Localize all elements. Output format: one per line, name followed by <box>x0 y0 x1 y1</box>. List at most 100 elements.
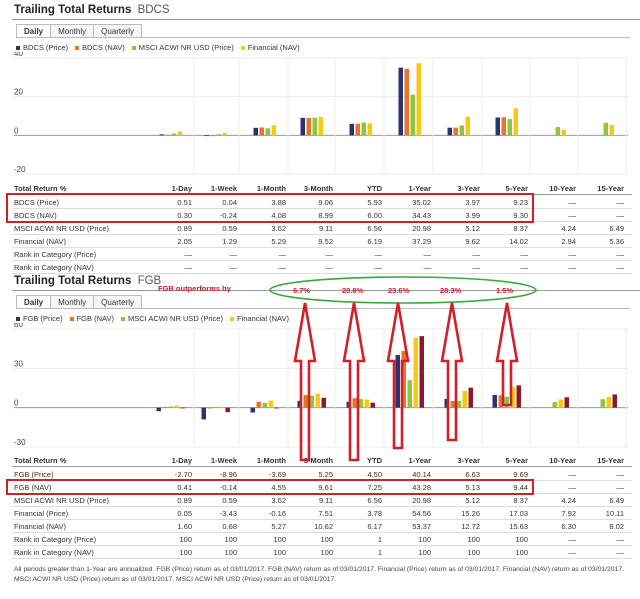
row-label: Rank in Category (NAV) <box>14 263 94 272</box>
bar-msci-acwi-nr-usd-price- <box>213 406 218 408</box>
bar-bdcs-nav- <box>259 127 264 136</box>
table-cell: 0.89 <box>177 496 192 505</box>
table-cell: 12.72 <box>461 522 480 531</box>
table-cell: 3.62 <box>271 496 286 505</box>
bdcs-bar-chart: 40 20 0 -20 <box>14 52 628 175</box>
table-cell: 0.30 <box>177 211 192 220</box>
tab-quarterly[interactable]: Quarterly <box>94 295 143 309</box>
table-row: Financial (NAV) 2.05 1.29 5.29 9.52 6.19 37.29… <box>12 235 632 248</box>
y-tick-label: 20 <box>14 88 23 97</box>
table-cell: 54.56 <box>412 509 431 518</box>
bar-financial-nav- <box>609 124 614 136</box>
table-cell: — <box>616 198 625 207</box>
table-cell: — <box>568 198 577 207</box>
table-cell: 6.56 <box>367 496 382 505</box>
table-row: Rank in Category (NAV) — — — — — — — — — — <box>12 261 632 274</box>
row-label: FGB (NAV) <box>14 483 52 492</box>
bar-msci-acwi-nr-usd-price- <box>456 400 461 408</box>
fgb-bar-chart: 60 30 0 -30 <box>14 323 628 448</box>
table-cell: 100 <box>320 548 333 557</box>
table-cell: 8.99 <box>318 211 333 220</box>
table-cell: 7.92 <box>561 509 576 518</box>
column-header: 1-Week <box>210 184 237 193</box>
bar-financial-nav- <box>271 125 276 136</box>
bar-fgb-price- <box>346 401 351 408</box>
table-cell: — <box>568 483 577 492</box>
chart-legend: BDCS (Price) BDCS (NAV) MSCI ACWI NR USD… <box>16 43 307 52</box>
section-title-text: Trailing Total Returns <box>14 4 132 16</box>
table-cell: 7.51 <box>318 509 333 518</box>
table-row: MSCI ACWI NR USD (Price) 0.89 0.59 3.62 9.11… <box>12 222 632 235</box>
bar-bdcs-nav- <box>306 117 311 136</box>
bar-financial-nav- <box>462 390 467 408</box>
tab-daily[interactable]: Daily <box>16 24 52 38</box>
bar-bdcs-nav- <box>501 117 506 136</box>
bar-fgb-nav- <box>256 401 261 408</box>
table-row: Financial (NAV) 1.60 0.68 5.27 10.62 6.17 53.3… <box>12 520 632 533</box>
table-cell: 100 <box>418 548 431 557</box>
column-header: YTD <box>367 456 382 465</box>
table-cell: — <box>568 263 577 272</box>
bar-msci-acwi-nr-usd-price- <box>309 395 314 408</box>
annotation-headline: FGB outperforms by <box>158 284 231 293</box>
bar-bdcs-price- <box>349 123 354 136</box>
tab-monthly[interactable]: Monthly <box>51 295 95 309</box>
bar-financial-nav- <box>413 337 418 408</box>
table-cell: — <box>374 250 383 259</box>
bar-financial-price- <box>468 387 473 408</box>
tab-daily[interactable]: Daily <box>16 295 52 309</box>
table-cell: 2.05 <box>177 237 192 246</box>
table-cell: 6.00 <box>367 211 382 220</box>
table-cell: — <box>472 263 481 272</box>
bar-fgb-nav- <box>498 395 503 408</box>
bar-msci-acwi-nr-usd-price- <box>265 128 270 136</box>
table-cell: 0.59 <box>222 496 237 505</box>
table-cell: 9.62 <box>465 237 480 246</box>
table-cell: 1.60 <box>177 522 192 531</box>
table-cell: — <box>472 250 481 259</box>
bar-fgb-nav- <box>162 407 167 408</box>
fgb-nav-highlight-box <box>6 479 534 495</box>
row-label: MSCI ACWI NR USD (Price) <box>14 496 110 505</box>
tab-monthly[interactable]: Monthly <box>51 24 95 38</box>
table-cell: 4.24 <box>561 496 576 505</box>
table-cell: 9.52 <box>318 237 333 246</box>
chart-legend: FGB (Price) FGB (NAV) MSCI ACWI NR USD (… <box>16 314 296 323</box>
bar-fgb-price- <box>492 394 497 408</box>
column-header: 3-Month <box>303 456 333 465</box>
y-tick-label: 40 <box>14 52 23 58</box>
legend-item: Financial (NAV) <box>240 43 300 52</box>
table-cell: 6.49 <box>609 496 624 505</box>
table-cell: 10.11 <box>605 509 624 518</box>
table-cell: 0.68 <box>222 522 237 531</box>
table-cell: 100 <box>224 535 237 544</box>
bar-bdcs-price- <box>204 135 209 137</box>
legend-label: Financial (NAV) <box>247 43 300 52</box>
table-cell: — <box>423 263 432 272</box>
tab-quarterly[interactable]: Quarterly <box>94 24 143 38</box>
legend-label: BDCS (Price) <box>23 43 69 52</box>
legend-swatch-nav <box>69 316 74 321</box>
bar-financial-price- <box>564 397 569 408</box>
column-header: 10-Year <box>549 456 576 465</box>
y-tick-label: 0 <box>14 126 19 135</box>
annotation-value: 6.7% <box>293 286 311 295</box>
y-tick-label: -20 <box>14 165 26 174</box>
bar-fgb-price- <box>156 407 161 412</box>
table-cell: 100 <box>179 535 192 544</box>
table-cell: 100 <box>418 535 431 544</box>
table-cell: -8.96 <box>219 470 237 479</box>
table-cell: — <box>616 535 625 544</box>
table-cell: — <box>616 250 625 259</box>
table-cell: 14.02 <box>509 237 528 246</box>
legend-label: Financial (NAV) <box>236 314 289 323</box>
row-label: BDCS (NAV) <box>14 211 57 220</box>
bar-msci-acwi-nr-usd-price- <box>407 380 412 408</box>
table-cell: 100 <box>467 548 480 557</box>
bar-financial-nav- <box>465 116 470 136</box>
column-header: 5-Year <box>505 184 528 193</box>
row-label: Financial (NAV) <box>14 237 66 246</box>
column-header: 1-Month <box>256 456 286 465</box>
bar-financial-price- <box>612 394 617 408</box>
bar-financial-nav- <box>513 108 518 136</box>
